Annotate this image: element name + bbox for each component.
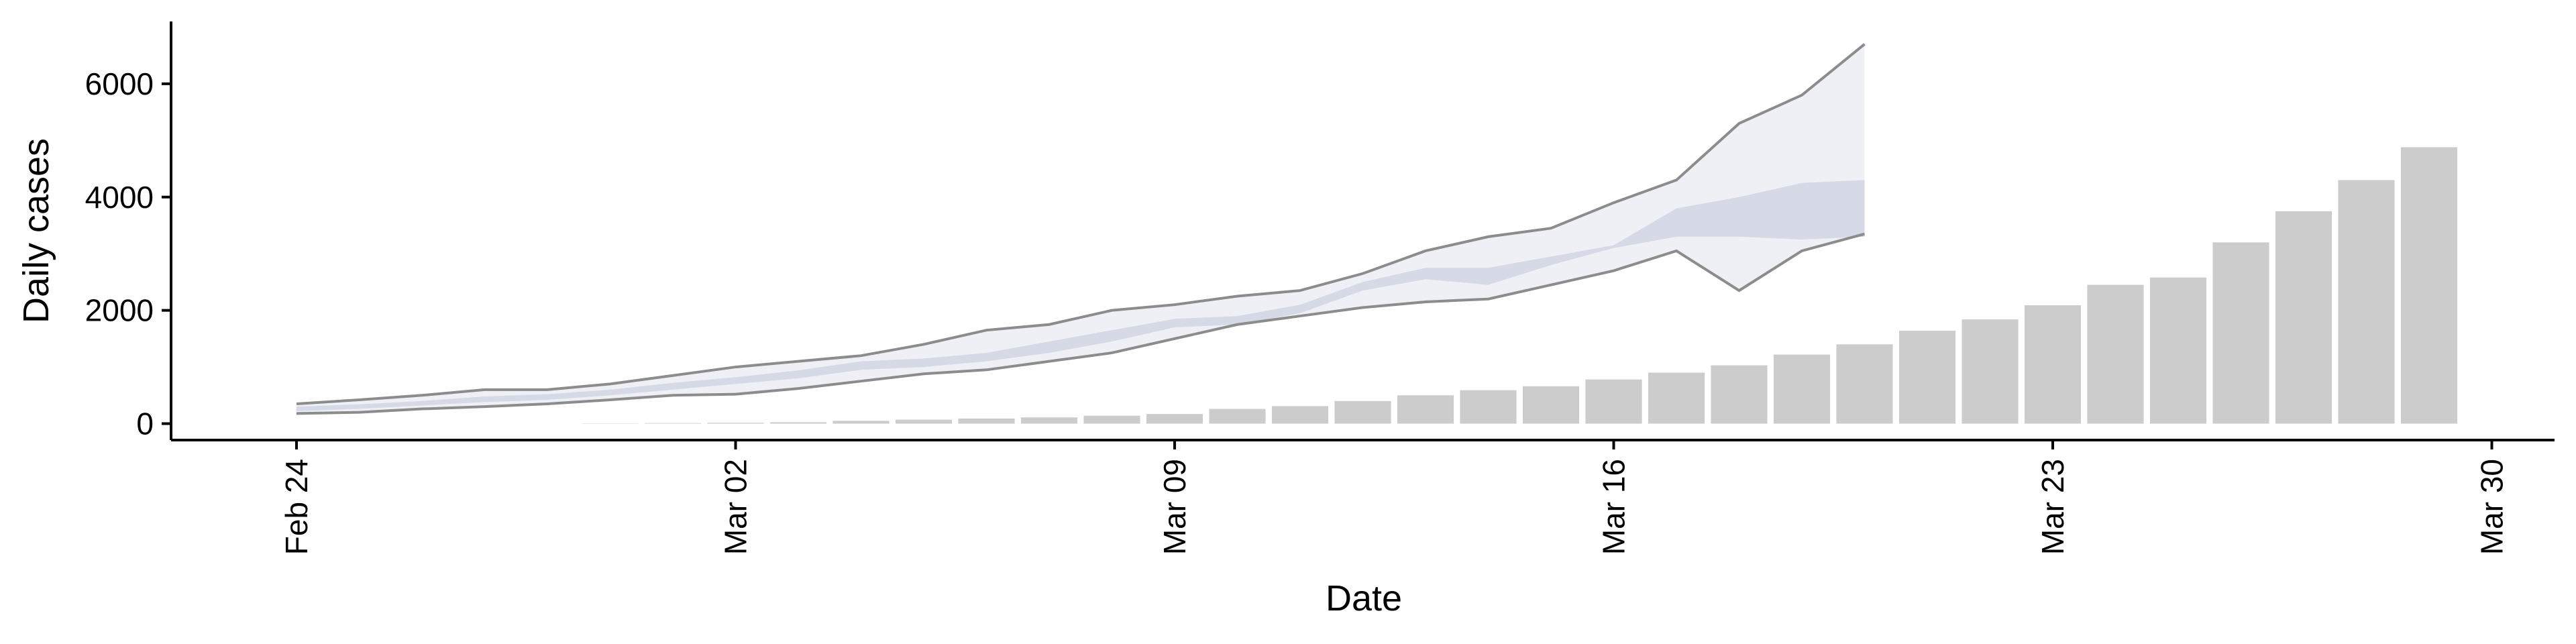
x-tick-label: Feb 24 (279, 459, 314, 555)
x-tick-label: Mar 09 (1157, 459, 1192, 555)
bar (2087, 284, 2144, 424)
y-tick-label: 0 (136, 407, 154, 441)
bar (1522, 386, 1580, 424)
bar (1209, 409, 1266, 424)
x-axis-title: Date (1326, 578, 1402, 619)
interval-line (296, 43, 1866, 405)
bar (958, 418, 1015, 424)
bar (1585, 379, 1642, 424)
bar (1460, 390, 1517, 424)
x-tick-label: Mar 23 (2035, 459, 2070, 555)
bar (1146, 414, 1203, 424)
bar (769, 422, 827, 424)
bar (2275, 211, 2332, 424)
bar (2024, 305, 2082, 424)
y-tick-label: 4000 (85, 180, 154, 215)
bar (1334, 400, 1391, 424)
x-tick-label: Mar 30 (2475, 459, 2510, 555)
x-tick-label: Mar 16 (1597, 459, 1631, 555)
inner-interval (297, 180, 1865, 411)
bar (1020, 417, 1078, 424)
bar (1648, 372, 1705, 424)
y-axis-title: Daily cases (16, 138, 56, 323)
interval-line (296, 232, 1866, 415)
bar (2338, 180, 2395, 424)
bar (895, 419, 953, 424)
bar (2212, 242, 2269, 424)
bar (1898, 331, 1956, 424)
bar (644, 423, 702, 424)
bar (1083, 415, 1140, 424)
bar (1711, 365, 1768, 424)
bar (1397, 395, 1454, 424)
bar (1773, 354, 1831, 424)
bar (1836, 344, 1893, 424)
y-tick-label: 2000 (85, 293, 154, 328)
bar (2149, 277, 2207, 424)
bar (1962, 319, 2019, 424)
bar (833, 421, 890, 424)
y-tick-label: 6000 (85, 66, 154, 101)
bar (2400, 147, 2458, 424)
x-tick-label: Mar 02 (718, 459, 753, 555)
bar (1271, 406, 1329, 424)
